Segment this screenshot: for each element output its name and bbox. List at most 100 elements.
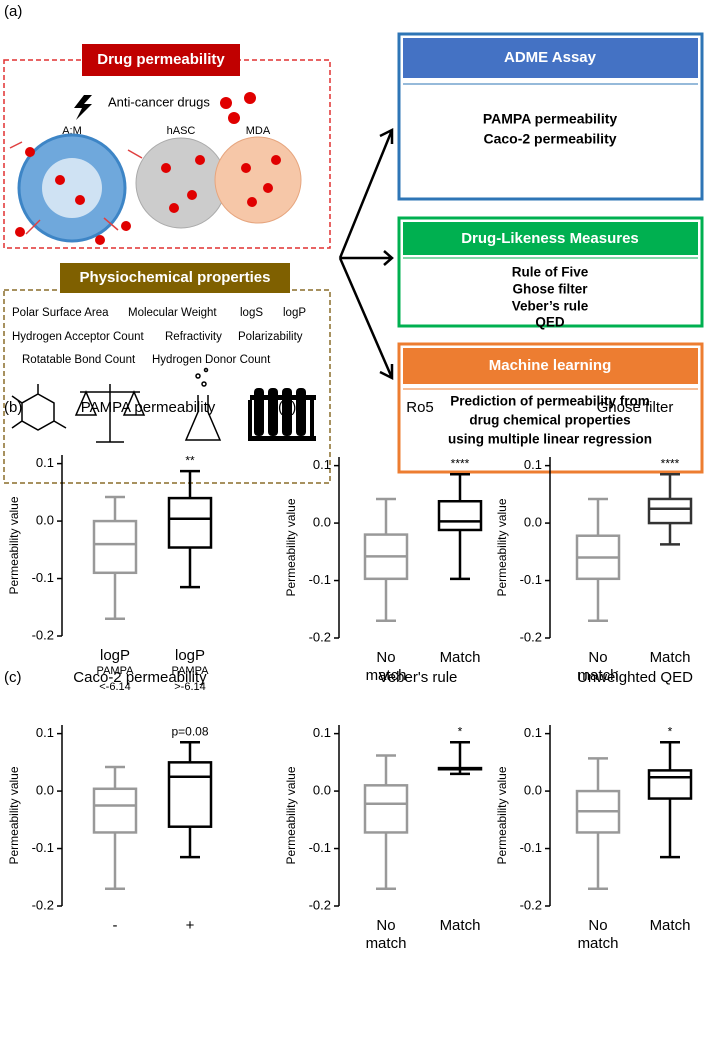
box [363,784,409,834]
panel-label: (b) [4,399,22,416]
y-tick-label: 0.0 [313,783,331,798]
x-tick-label: No [588,917,607,934]
y-tick-label: 0.1 [36,725,54,740]
y-tick-label: -0.2 [32,627,54,642]
drug-dots [15,147,281,245]
box-line: Ghose filter [512,282,588,297]
sphere-core [42,158,102,218]
arrows [338,127,394,381]
box-title: Machine learning [489,357,612,374]
sphere [214,136,302,224]
property: Molecular Weight [128,307,217,319]
x-tick-label: - [113,917,118,934]
box-title: ADME Assay [504,49,597,66]
property: Hydrogen Donor Count [152,354,271,366]
y-tick-label: -0.2 [309,629,331,644]
x-tick-label: >-6.14 [174,681,206,693]
y-tick-label: 0.0 [36,783,54,798]
y-tick-label: -0.2 [520,897,542,912]
sphere-label: hASC [167,125,196,137]
box-line: Prediction of permeability from [450,394,650,409]
chart-title: Unweighted QED [577,669,693,686]
box [92,519,138,575]
box-line: Rule of Five [512,265,589,280]
sphere [135,137,227,229]
chart-title: Ro5 [406,399,434,416]
box [92,787,138,834]
flow-arrows [9,141,143,235]
y-tick-label: -0.2 [309,897,331,912]
x-tick-label: No [588,649,607,666]
property: Polarizability [238,331,303,343]
box [167,496,213,549]
y-tick-label: 0.0 [313,515,331,530]
y-tick-label: 0.1 [524,725,542,740]
y-axis-label: Permeability value [495,766,509,864]
chart-title: PAMPA permeability [81,399,216,416]
annotation: **** [661,456,680,470]
x-tick-label: No [376,649,395,666]
x-tick-label: PAMPA [172,665,210,677]
chart-title: Veber's rule [379,669,458,686]
panel-label: (c) [4,669,22,686]
y-tick-label: -0.2 [520,629,542,644]
box-header [403,38,698,78]
annotation: ** [185,453,195,467]
y-tick-label: 0.0 [36,513,54,528]
x-tick-label: Match [440,917,481,934]
y-axis-label: Permeability value [7,766,21,864]
box [167,761,213,828]
box-header [403,348,698,384]
property: Polar Surface Area [12,307,109,319]
y-tick-label: -0.1 [520,572,542,587]
property: logS [240,307,263,319]
drug-dot [228,112,240,124]
box-line: QED [535,315,565,330]
drugs-label: Anti-cancer drugs [108,94,210,109]
x-tick-label: match [578,667,619,684]
annotation: p=0.08 [171,724,208,738]
icons [11,367,222,443]
drug-dot [220,97,232,109]
chart-title: Caco-2 permeability [73,669,207,686]
box-title: Drug-Likeness Measures [461,230,639,247]
y-tick-label: 0.1 [313,725,331,740]
y-axis-label: Permeability value [284,498,298,596]
y-tick-label: -0.1 [32,840,54,855]
y-tick-label: -0.1 [520,840,542,855]
y-tick-label: 0.0 [524,783,542,798]
y-tick-label: -0.1 [309,840,331,855]
box [647,497,693,525]
box-line: Veber’s rule [512,299,589,314]
annotation: **** [451,456,470,470]
box-line: using multiple linear regression [448,432,652,447]
title-bar [60,263,290,293]
box-line: Caco-2 permeability [483,131,616,147]
x-tick-label: match [366,935,407,952]
x-tick-label: match [578,935,619,952]
box [437,499,483,532]
test-tubes-icon [248,388,316,441]
property: Hydrogen Acceptor Count [12,331,144,343]
x-tick-label: No [376,917,395,934]
sphere-label: MDA [246,125,271,137]
box-line: drug chemical properties [469,413,630,428]
box [647,769,693,800]
box-title: Physiochemical properties [80,269,271,286]
property: Rotatable Bond Count [22,354,136,366]
x-tick-label: logP [100,647,130,664]
x-tick-label: Match [440,649,481,666]
x-tick-label: match [366,667,407,684]
drug-dot [244,92,256,104]
y-tick-label: 0.1 [36,455,54,470]
x-tick-label: + [186,917,195,934]
y-tick-label: -0.1 [309,572,331,587]
annotation: * [458,724,463,738]
x-tick-label: Match [650,917,691,934]
box-header [403,222,698,255]
property: logP [283,307,306,319]
y-axis-label: Permeability value [7,496,21,594]
title-bar [82,44,240,76]
y-tick-label: -0.1 [32,570,54,585]
